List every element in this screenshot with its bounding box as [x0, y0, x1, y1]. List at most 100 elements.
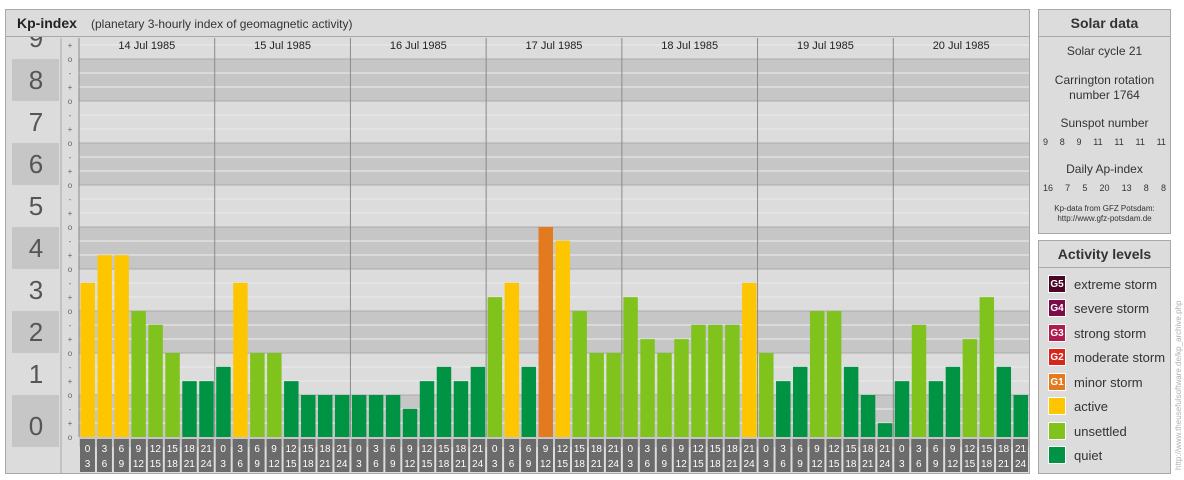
y-axis-band — [12, 185, 59, 227]
kp-bar — [267, 353, 282, 437]
kp-bar — [742, 282, 757, 437]
legend-label: moderate storm — [1074, 349, 1166, 365]
kp-bar — [657, 353, 672, 437]
y-axis-band — [12, 59, 59, 101]
x-tick-label: 9 — [950, 444, 956, 455]
source-line-1: Kp-data from GFZ Potsdam: — [1054, 204, 1155, 213]
carrington-line-1: Carrington rotation — [1054, 73, 1155, 87]
y-minor-label: - — [69, 363, 72, 372]
x-tick-label: 3 — [85, 459, 91, 470]
x-tick-label: 21 — [608, 444, 620, 455]
legend-label: strong storm — [1074, 325, 1147, 341]
legend-item-minor-storm: G1 minor storm — [1048, 372, 1143, 392]
x-tick-label: 24 — [879, 459, 891, 470]
kp-bar — [708, 324, 723, 437]
x-tick-label: 21 — [998, 459, 1010, 470]
x-tick-label: 18 — [455, 444, 467, 455]
x-tick-label: 9 — [933, 459, 939, 470]
kp-bar — [725, 324, 740, 437]
y-minor-label: + — [68, 41, 73, 50]
x-tick-box — [538, 439, 553, 472]
x-tick-label: 3 — [237, 444, 243, 455]
x-tick-label: 9 — [661, 459, 667, 470]
source-link[interactable]: http://www.gfz-potsdam.de — [1057, 214, 1152, 223]
plot-band — [79, 311, 1029, 353]
x-tick-label: 12 — [693, 444, 705, 455]
x-tick-box — [1013, 439, 1028, 472]
x-tick-box — [605, 439, 621, 472]
x-tick-box — [283, 439, 299, 472]
kp-bar — [182, 381, 197, 437]
kp-bar — [640, 339, 655, 437]
y-minor-label: - — [69, 153, 72, 162]
y-minor-label: o — [68, 55, 73, 64]
x-tick-label: 18 — [591, 444, 603, 455]
x-tick-label: 15 — [150, 459, 162, 470]
x-tick-label: 12 — [150, 444, 162, 455]
x-tick-box — [164, 439, 180, 472]
x-tick-label: 0 — [763, 444, 769, 455]
x-tick-label: 18 — [998, 444, 1010, 455]
y-minor-label: + — [68, 167, 73, 176]
y-axis-band — [12, 395, 59, 447]
x-tick-label: 18 — [845, 459, 857, 470]
x-tick-label: 18 — [302, 459, 314, 470]
kp-bar — [436, 366, 452, 437]
kp-bar — [691, 324, 706, 437]
x-tick-label: 3 — [763, 459, 769, 470]
x-tick-label: 6 — [933, 444, 939, 455]
x-tick-box — [232, 439, 248, 472]
x-tick-label: 6 — [661, 444, 667, 455]
x-tick-label: 18 — [438, 459, 450, 470]
activity-levels-panel: Activity levels G5 extreme storm G4 seve… — [1038, 240, 1171, 474]
kp-bar — [80, 282, 95, 437]
kp-chart-panel: Kp-index (planetary 3-hourly index of ge… — [5, 9, 1030, 474]
y-minor-label: + — [68, 293, 73, 302]
legend-item-extreme-storm: G5 extreme storm — [1048, 274, 1157, 294]
y-minor-label: + — [68, 335, 73, 344]
x-tick-box — [877, 439, 893, 472]
levels-title: Activity levels — [1057, 246, 1152, 262]
legend-label: minor storm — [1074, 374, 1143, 390]
x-tick-box — [470, 439, 486, 472]
x-tick-label: 18 — [184, 444, 196, 455]
x-tick-box — [571, 439, 587, 472]
y-axis-band — [12, 143, 59, 185]
day-label: 19 Jul 1985 — [797, 40, 854, 52]
x-tick-label: 0 — [220, 444, 226, 455]
legend-swatch: G2 — [1048, 348, 1066, 366]
y-axis-band — [12, 353, 59, 395]
x-tick-label: 18 — [862, 444, 874, 455]
legend-item-quiet: quiet — [1048, 445, 1102, 465]
x-tick-label: 12 — [964, 444, 976, 455]
x-tick-label: 15 — [845, 444, 857, 455]
chart-header: Kp-index (planetary 3-hourly index of ge… — [6, 10, 1029, 37]
x-tick-label: 0 — [85, 444, 91, 455]
x-tick-label: 9 — [678, 444, 684, 455]
y-minor-label: o — [68, 223, 73, 232]
kp-bar — [470, 366, 486, 437]
kp-bar — [165, 353, 180, 437]
sunspot-value: 11 — [1135, 137, 1145, 147]
x-tick-label: 24 — [201, 459, 213, 470]
plot-band — [79, 101, 1029, 143]
x-tick-label: 9 — [119, 459, 125, 470]
x-tick-label: 6 — [254, 444, 260, 455]
x-tick-label: 9 — [797, 459, 803, 470]
solar-cycle: Solar cycle 21 — [1066, 44, 1143, 58]
day-label: 17 Jul 1985 — [526, 40, 583, 52]
plot-band — [79, 59, 1029, 101]
x-tick-label: 12 — [828, 444, 840, 455]
kp-bar — [216, 366, 231, 437]
x-tick-label: 12 — [540, 459, 552, 470]
ap-value: 8 — [1160, 183, 1166, 193]
solar-header: Solar data — [1039, 10, 1170, 37]
x-tick-box — [555, 439, 570, 472]
x-tick-label: 18 — [981, 459, 993, 470]
kp-bar — [606, 353, 621, 437]
x-tick-label: 3 — [628, 459, 634, 470]
x-tick-label: 6 — [390, 444, 396, 455]
ap-label: Daily Ap-index — [1066, 162, 1143, 176]
x-tick-label: 3 — [645, 444, 651, 455]
y-axis-band — [12, 101, 59, 143]
